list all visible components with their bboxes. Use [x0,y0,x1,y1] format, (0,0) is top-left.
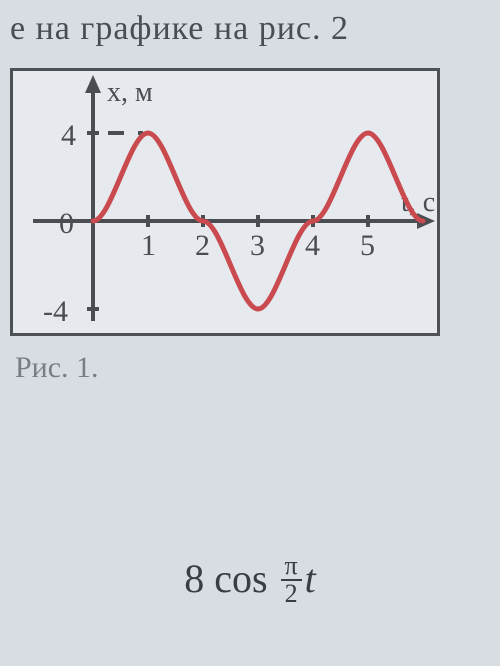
formula-func: cos [214,556,267,601]
y-axis-label: x, м [107,77,153,108]
formula-variable: t [305,556,316,601]
x-tick-4: 4 [305,229,320,262]
frac-numerator: π [281,553,302,581]
x-tick-1: 1 [141,229,156,262]
x-tick-5: 5 [360,229,375,262]
oscillation-chart: 4 0 -4 1 2 3 4 5 x, м t, с [10,68,440,336]
y-tick-4: 4 [61,119,76,152]
frac-denominator: 2 [281,581,302,607]
chart-svg: 4 0 -4 1 2 3 4 5 x, м t, с [13,71,437,333]
figure-caption: Рис. 1. [15,351,490,385]
formula-coeff: 8 [184,556,204,601]
answer-formula: 8 cos π 2 t [10,555,490,610]
question-text-fragment: е на графике на рис. 2 [10,10,490,48]
x-tick-3: 3 [250,229,265,262]
y-tick-m4: -4 [43,295,68,328]
formula-fraction: π 2 [281,553,302,607]
y-tick-0: 0 [59,207,74,240]
x-tick-2: 2 [195,229,210,262]
axes [33,75,435,321]
